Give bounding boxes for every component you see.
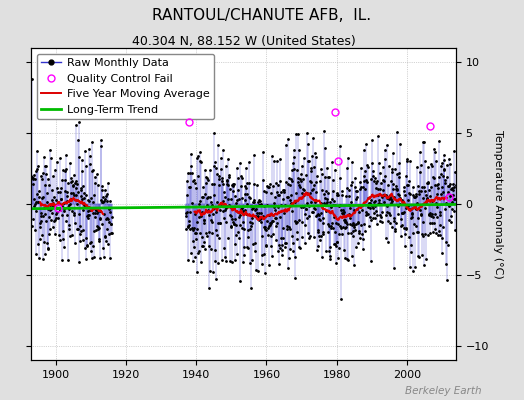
- Text: RANTOUL/CHANUTE AFB,  IL.: RANTOUL/CHANUTE AFB, IL.: [152, 8, 372, 23]
- Title: 40.304 N, 88.152 W (United States): 40.304 N, 88.152 W (United States): [132, 35, 356, 48]
- Text: Berkeley Earth: Berkeley Earth: [406, 386, 482, 396]
- Y-axis label: Temperature Anomaly (°C): Temperature Anomaly (°C): [493, 130, 503, 278]
- Legend: Raw Monthly Data, Quality Control Fail, Five Year Moving Average, Long-Term Tren: Raw Monthly Data, Quality Control Fail, …: [37, 54, 214, 119]
